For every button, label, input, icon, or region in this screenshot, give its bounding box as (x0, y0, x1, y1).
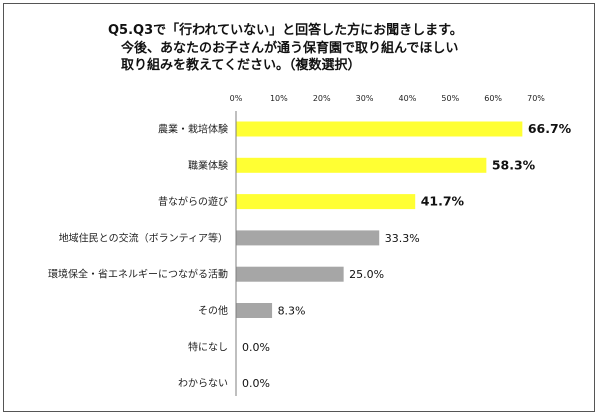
data-label: 33.3% (385, 232, 420, 245)
category-label: わからない (178, 378, 228, 390)
category-label: 昔ながらの遊び (158, 195, 228, 208)
bar (236, 121, 523, 137)
x-tick-label: 0% (230, 94, 243, 103)
category-label: 職業体験 (188, 159, 228, 172)
bar (236, 266, 344, 282)
category-label: 地域住民との交流（ボランティア等） (59, 231, 228, 244)
x-tick-label: 60% (484, 94, 502, 103)
category-label: その他 (198, 304, 228, 317)
bar (236, 230, 380, 246)
x-tick-label: 70% (527, 94, 545, 103)
data-label: 41.7% (421, 194, 465, 209)
bar (236, 194, 416, 210)
data-label: 58.3% (492, 157, 536, 172)
data-label: 0.0% (242, 341, 270, 354)
category-label: 環境保全・省エネルギーにつながる活動 (48, 268, 228, 281)
x-tick-label: 50% (441, 94, 459, 103)
data-label: 0.0% (242, 377, 270, 390)
category-label: 特になし (188, 341, 228, 353)
bar (236, 303, 273, 318)
data-label: 25.0% (349, 268, 384, 281)
data-label: 8.3% (278, 305, 306, 318)
x-tick-label: 40% (399, 94, 417, 103)
chart-title: Q5.Q3で「行われていない」と回答した方にお聞きします。 今後、あなたのお子さ… (108, 23, 463, 73)
x-tick-label: 10% (270, 94, 288, 103)
x-tick-label: 20% (313, 94, 331, 103)
bar (236, 157, 487, 173)
x-tick-label: 30% (356, 94, 374, 103)
data-label: 66.7% (528, 121, 572, 136)
category-label: 農業・栽培体験 (158, 123, 228, 136)
